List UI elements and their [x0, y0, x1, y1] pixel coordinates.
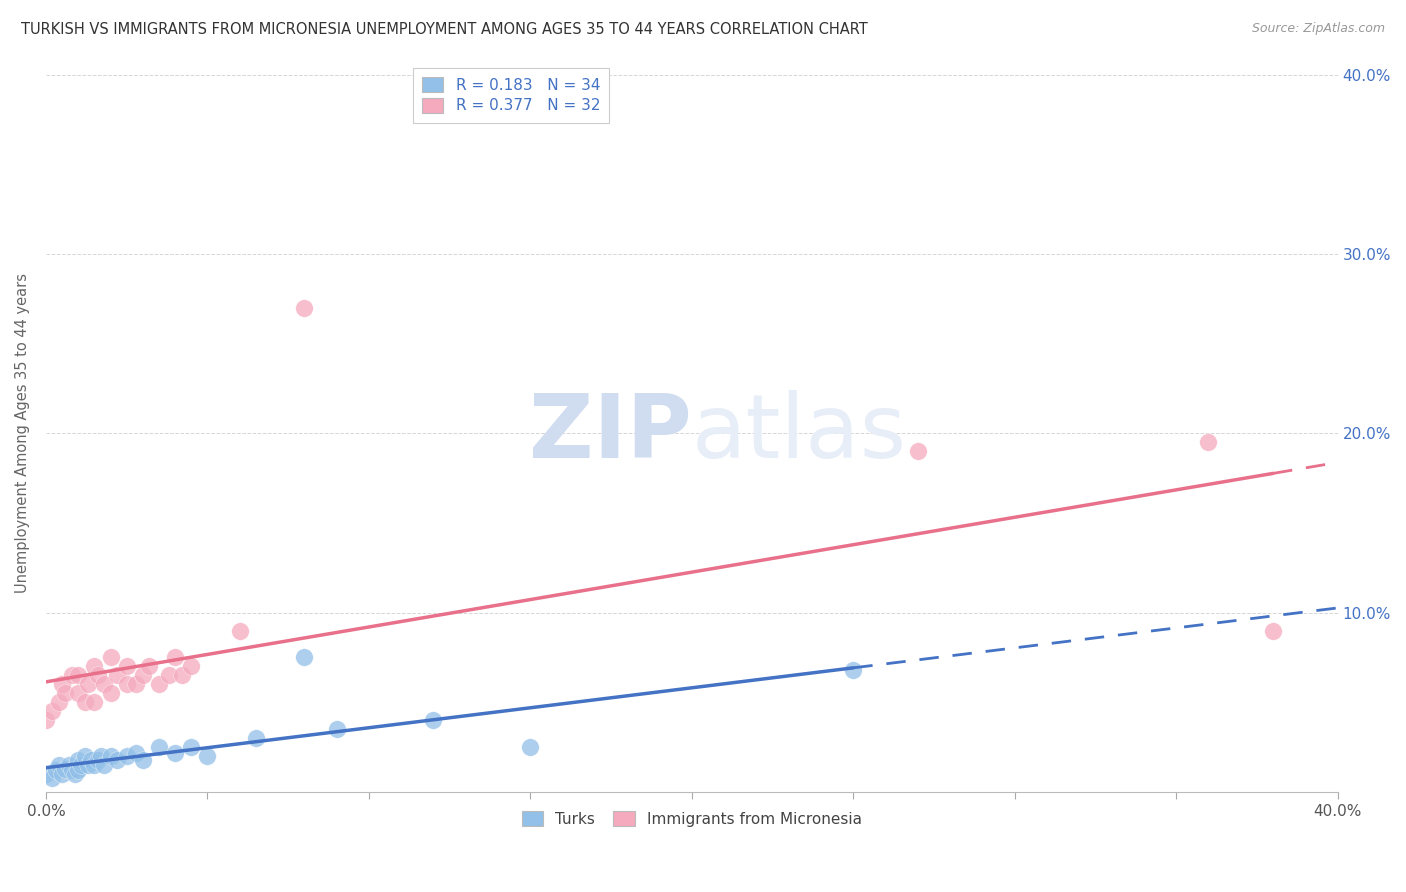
Point [51, 767, 73, 781]
Point [48, 758, 70, 772]
Point [180, 659, 202, 673]
Point [41, 771, 63, 785]
Point [1198, 435, 1220, 450]
Point [67, 686, 90, 700]
Text: atlas: atlas [692, 390, 907, 476]
Point [73, 695, 96, 709]
Point [77, 758, 100, 772]
Legend: Turks, Immigrants from Micronesia: Turks, Immigrants from Micronesia [515, 804, 870, 835]
Point [63, 767, 86, 781]
Point [138, 659, 160, 673]
Point [48, 695, 70, 709]
Point [245, 731, 267, 746]
Text: Source: ZipAtlas.com: Source: ZipAtlas.com [1251, 22, 1385, 36]
Point [115, 749, 138, 764]
Point [170, 668, 193, 682]
Y-axis label: Unemployment Among Ages 35 to 44 years: Unemployment Among Ages 35 to 44 years [15, 273, 30, 593]
Point [292, 650, 315, 665]
Point [519, 740, 541, 755]
Point [90, 749, 112, 764]
Point [100, 749, 122, 764]
Point [180, 740, 202, 755]
Point [148, 740, 170, 755]
Point [105, 668, 128, 682]
Point [60, 668, 83, 682]
Point [228, 624, 250, 638]
Point [1261, 624, 1284, 638]
Point [77, 677, 100, 691]
Point [115, 677, 138, 691]
Point [422, 713, 444, 727]
Point [132, 668, 155, 682]
Point [86, 753, 108, 767]
Point [35, 713, 58, 727]
Text: TURKISH VS IMMIGRANTS FROM MICRONESIA UNEMPLOYMENT AMONG AGES 35 TO 44 YEARS COR: TURKISH VS IMMIGRANTS FROM MICRONESIA UN… [21, 22, 868, 37]
Point [67, 764, 90, 778]
Point [93, 758, 115, 772]
Point [132, 753, 155, 767]
Point [115, 659, 138, 673]
Point [125, 677, 148, 691]
Point [83, 695, 105, 709]
Point [292, 301, 315, 315]
Point [125, 746, 148, 760]
Point [105, 753, 128, 767]
Point [67, 668, 90, 682]
Point [80, 753, 103, 767]
Point [165, 746, 187, 760]
Point [58, 758, 80, 772]
Point [100, 686, 122, 700]
Point [67, 753, 90, 767]
Text: ZIP: ZIP [529, 390, 692, 476]
Point [86, 668, 108, 682]
Point [93, 677, 115, 691]
Point [53, 686, 76, 700]
Point [35, 767, 58, 781]
Point [45, 764, 67, 778]
Point [100, 650, 122, 665]
Point [907, 444, 929, 458]
Point [83, 659, 105, 673]
Point [197, 749, 219, 764]
Point [325, 722, 347, 736]
Point [83, 758, 105, 772]
Point [41, 704, 63, 718]
Point [73, 749, 96, 764]
Point [53, 762, 76, 776]
Point [70, 758, 93, 772]
Point [51, 677, 73, 691]
Point [148, 677, 170, 691]
Point [60, 764, 83, 778]
Point [842, 663, 865, 677]
Point [157, 668, 180, 682]
Point [165, 650, 187, 665]
